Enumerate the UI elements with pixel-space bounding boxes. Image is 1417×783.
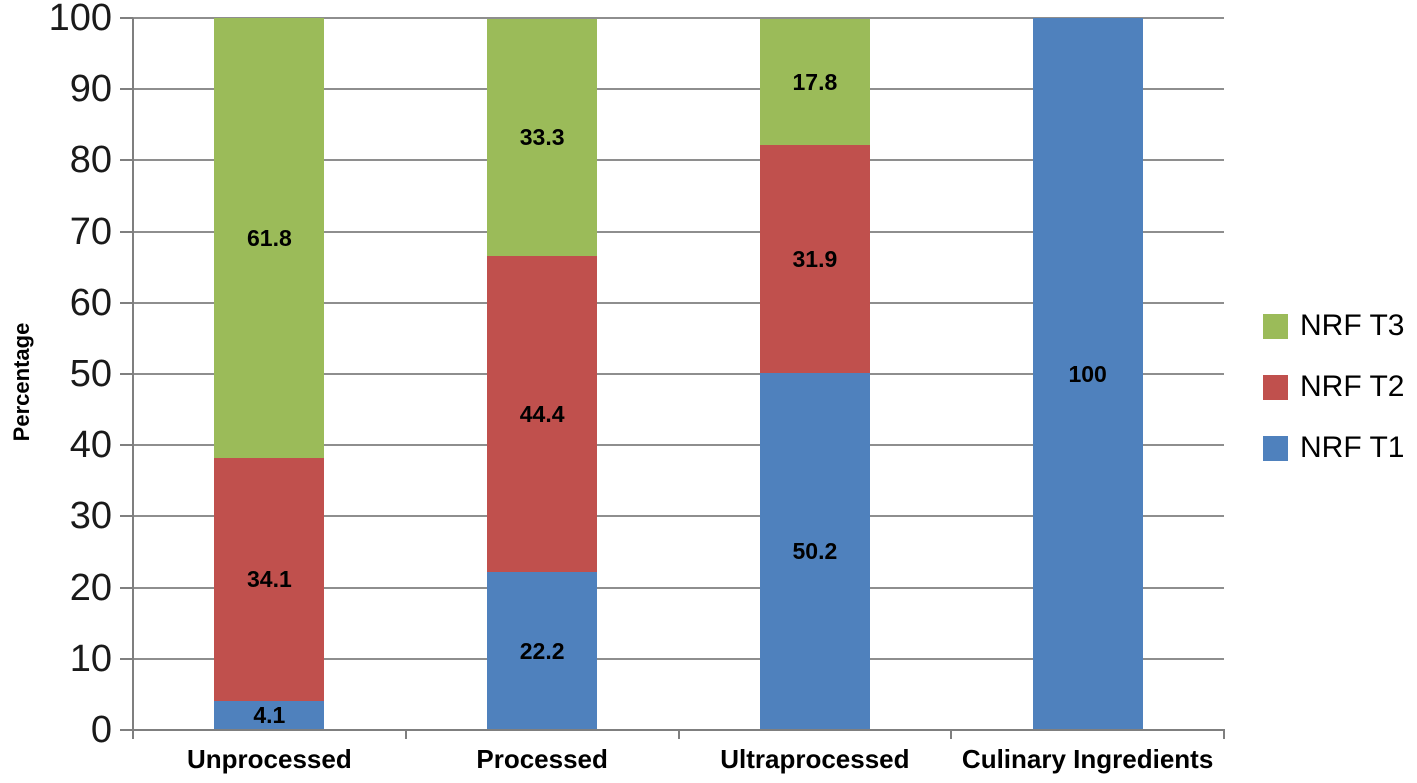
bar-segment-nrf-t3: [759, 18, 870, 146]
legend-label: NRF T2: [1300, 370, 1405, 403]
bar-segment-nrf-t3: [487, 18, 598, 256]
data-label: 34.1: [246, 566, 292, 593]
data-label: 44.4: [519, 400, 565, 427]
gridline: [133, 301, 1224, 304]
y-axis-line: [132, 18, 134, 732]
x-axis-tick: [677, 730, 680, 739]
legend-label: NRF T3: [1300, 309, 1405, 342]
x-axis-category-label: Processed: [476, 744, 608, 774]
legend-swatch: [1263, 435, 1288, 461]
y-tick-label: 80: [69, 139, 112, 182]
legend-item: NRF T1: [1263, 433, 1404, 463]
y-tick-label: 20: [69, 566, 112, 609]
data-label: 22.2: [519, 637, 565, 664]
data-label: 17.8: [792, 69, 838, 96]
y-tick-label: 70: [69, 210, 112, 253]
x-axis-tick: [132, 730, 134, 739]
y-tick-label: 100: [48, 0, 112, 39]
data-label: 61.8: [246, 225, 292, 251]
data-label: 4.1: [253, 702, 286, 729]
x-axis-category-label: Culinary Ingredients: [961, 744, 1214, 774]
y-tick-label: 50: [69, 353, 112, 395]
gridline: [133, 444, 1224, 447]
y-axis-tick: [120, 729, 133, 731]
y-axis-tick: [120, 159, 133, 162]
gridline: [133, 373, 1224, 375]
y-tick-label: 40: [69, 424, 112, 467]
bar-segment-nrf-t1: [214, 700, 325, 730]
x-axis-tick: [950, 730, 953, 739]
y-tick-label: 0: [90, 709, 112, 751]
gridline: [133, 88, 1224, 91]
y-tick-label: 10: [69, 637, 112, 680]
legend-item: NRF T2: [1263, 372, 1404, 402]
y-axis-tick: [120, 657, 133, 660]
bar-segment-nrf-t2: [214, 458, 325, 701]
y-axis-tick: [120, 88, 133, 91]
y-axis-tick: [120, 586, 133, 589]
y-tick-label: 30: [69, 495, 112, 538]
x-axis-line: [132, 729, 1225, 731]
y-axis-tick: [120, 373, 133, 375]
x-axis-category-label: Unprocessed: [187, 744, 352, 774]
y-axis-tick: [120, 230, 133, 233]
y-tick-label: 90: [69, 68, 112, 111]
gridline: [133, 657, 1224, 660]
gridline: [133, 230, 1224, 233]
y-axis-tick: [120, 444, 133, 447]
legend-swatch: [1263, 313, 1288, 339]
data-label: 31.9: [792, 246, 838, 272]
data-label: 100: [1068, 361, 1107, 387]
gridline: [133, 515, 1224, 518]
legend-item: NRF T3: [1263, 311, 1404, 341]
bar-segment-nrf-t2: [759, 145, 870, 373]
data-label: 33.3: [519, 124, 565, 151]
bar-segment-nrf-t1: [487, 571, 598, 730]
bar-segment-nrf-t2: [487, 255, 598, 572]
legend-label: NRF T1: [1300, 431, 1405, 464]
bar-segment-nrf-t3: [214, 18, 325, 459]
gridline: [133, 17, 1224, 19]
data-label: 50.2: [792, 538, 838, 565]
bar-segment-nrf-t1: [759, 372, 870, 730]
y-axis-tick: [120, 17, 133, 19]
y-axis-tick: [120, 301, 133, 304]
x-axis-category-label: Ultraprocessed: [720, 744, 910, 774]
gridline: [133, 159, 1224, 162]
y-axis-tick: [120, 515, 133, 518]
bar-segment-nrf-t1: [1032, 18, 1143, 730]
gridline: [133, 586, 1224, 589]
y-tick-label: 60: [69, 281, 112, 324]
legend-swatch: [1263, 374, 1288, 400]
x-axis-tick: [1223, 730, 1225, 739]
x-axis-tick: [404, 730, 407, 739]
